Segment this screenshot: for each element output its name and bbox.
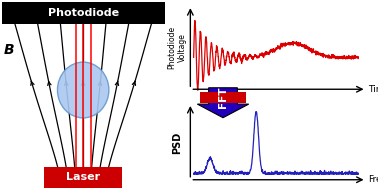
FancyBboxPatch shape: [44, 167, 122, 188]
Ellipse shape: [57, 62, 109, 118]
Text: FFT: FFT: [218, 86, 228, 108]
Text: Photodiode: Photodiode: [48, 8, 119, 18]
FancyBboxPatch shape: [200, 92, 246, 103]
Text: Time: Time: [368, 85, 378, 94]
Text: Frequency: Frequency: [368, 175, 378, 184]
FancyArrow shape: [197, 88, 249, 118]
Text: B: B: [4, 43, 14, 57]
Text: PSD: PSD: [172, 132, 182, 154]
FancyBboxPatch shape: [2, 2, 165, 24]
Text: Laser: Laser: [66, 172, 100, 182]
Text: Photodiode
Voltage: Photodiode Voltage: [167, 26, 187, 69]
